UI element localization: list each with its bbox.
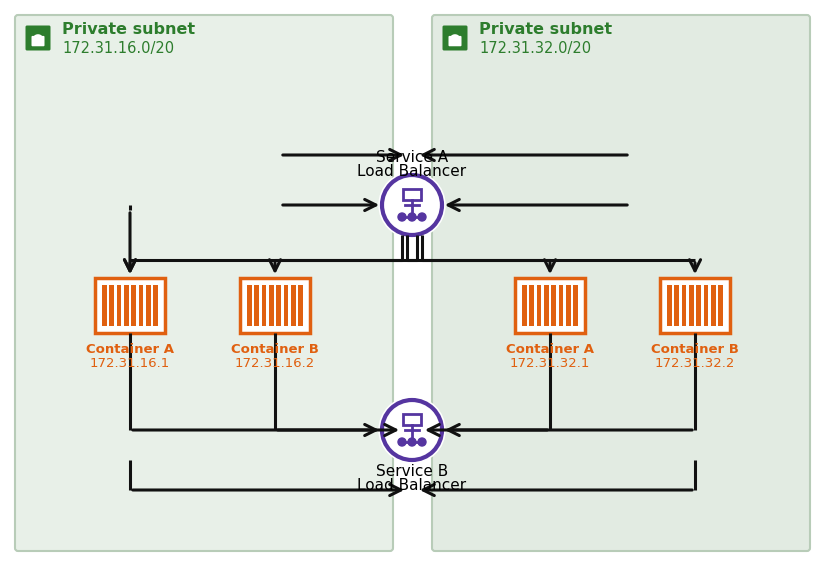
Bar [696,285,701,325]
Bar [566,285,571,325]
Bar [551,285,556,325]
Bar [284,285,288,325]
Text: Load Balancer: Load Balancer [357,479,467,493]
Bar [95,277,165,332]
Bar [276,285,281,325]
Bar [719,285,723,325]
Text: Private subnet: Private subnet [479,23,612,37]
Text: 172.31.16.0/20: 172.31.16.0/20 [62,41,174,57]
Circle shape [418,213,426,221]
Text: 172.31.16.2: 172.31.16.2 [235,357,315,370]
Bar [689,285,694,325]
Bar [262,285,266,325]
Text: Service A: Service A [376,150,448,166]
Bar [667,285,672,325]
Text: Container B: Container B [651,343,739,356]
Circle shape [379,397,445,463]
Circle shape [408,438,416,446]
Text: 172.31.32.0/20: 172.31.32.0/20 [479,41,592,57]
Bar [403,189,421,200]
Bar [254,285,259,325]
Text: 172.31.32.2: 172.31.32.2 [655,357,735,370]
Bar [704,285,709,325]
Bar [291,285,295,325]
Bar [247,285,252,325]
Bar [269,285,274,325]
Text: Container A: Container A [86,343,174,356]
Text: Container A: Container A [506,343,594,356]
Bar [674,285,679,325]
Circle shape [408,213,416,221]
Bar [711,285,715,325]
FancyBboxPatch shape [26,26,50,50]
Bar [146,285,151,325]
Circle shape [379,172,445,238]
Bar [110,285,114,325]
Text: Service B: Service B [376,464,448,480]
Bar [530,285,534,325]
Bar [660,277,730,332]
Circle shape [398,213,406,221]
Text: Private subnet: Private subnet [62,23,196,37]
Circle shape [398,438,406,446]
FancyBboxPatch shape [15,15,393,551]
Text: Load Balancer: Load Balancer [357,164,467,180]
Bar [544,285,549,325]
Bar [131,285,136,325]
Bar [559,285,563,325]
Bar [153,285,158,325]
Bar [573,285,578,325]
Bar [681,285,686,325]
Bar [240,277,310,332]
Bar [537,285,541,325]
Bar [102,285,106,325]
FancyBboxPatch shape [442,26,468,50]
Bar [116,285,121,325]
FancyBboxPatch shape [31,36,45,46]
FancyBboxPatch shape [449,36,461,46]
Bar [139,285,144,325]
Bar [299,285,303,325]
Text: 172.31.32.1: 172.31.32.1 [510,357,590,370]
Bar [515,277,585,332]
Circle shape [418,438,426,446]
Bar [403,414,421,425]
Text: 172.31.16.1: 172.31.16.1 [90,357,170,370]
Bar [522,285,526,325]
Bar [124,285,129,325]
FancyBboxPatch shape [432,15,810,551]
Text: Container B: Container B [231,343,319,356]
